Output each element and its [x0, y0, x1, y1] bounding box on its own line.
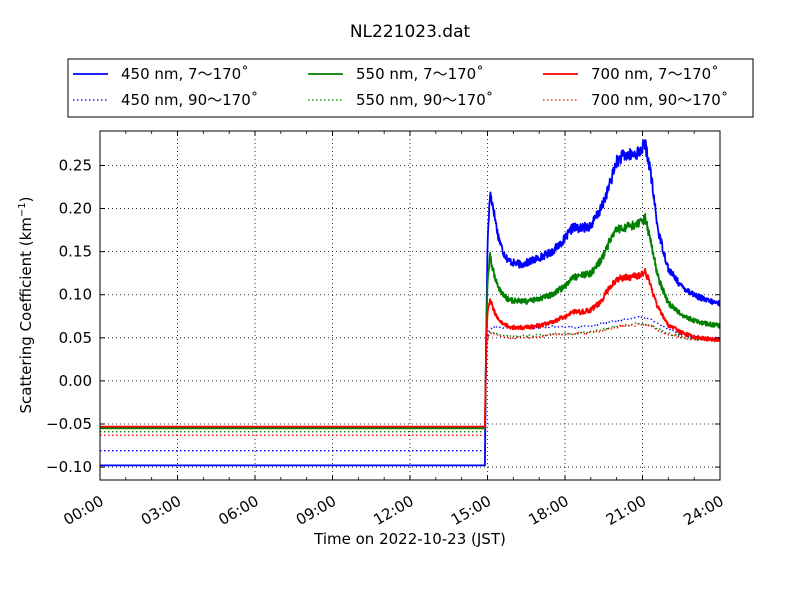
series-line: [100, 321, 720, 433]
x-tick-label: 03:00: [138, 492, 184, 529]
y-tick-label: 0.20: [59, 200, 92, 218]
chart-title: NL221023.dat: [350, 22, 471, 42]
y-tick-label: 0.10: [59, 286, 92, 304]
legend-frame: [67, 58, 754, 118]
chart-legend: 450 nm, 7～170˚ 550 nm, 7～170˚ 700 nm, 7～17…: [67, 58, 754, 118]
x-tick-label: 12:00: [370, 492, 416, 529]
legend-label: 550 nm, 7～170˚: [356, 65, 484, 83]
series-layer: [100, 139, 721, 467]
y-tick-label: 0.15: [59, 243, 92, 261]
y-tick-label: 0.05: [59, 329, 92, 347]
legend-label: 450 nm, 90～170˚: [121, 91, 258, 109]
tick-marks: 00:00 03:00 06:00 09:00 12:00 15:00 18:00 21:00…: [46, 131, 727, 529]
y-axis-label-close: ): [17, 196, 35, 202]
legend-label: 550 nm, 90～170˚: [356, 91, 493, 109]
series-line: [100, 322, 721, 436]
y-axis-label-superscript: −1: [17, 202, 28, 217]
x-tick-label: 21:00: [603, 492, 649, 529]
x-tick-label: 06:00: [215, 492, 261, 529]
series-line: [100, 139, 721, 467]
x-axis-label: Time on 2022-10-23 (JST): [313, 530, 506, 548]
y-tick-label: −0.10: [46, 458, 92, 476]
legend-label: 700 nm, 7～170˚: [591, 65, 719, 83]
y-tick-label: 0.00: [59, 372, 92, 390]
legend-label: 700 nm, 90～170˚: [591, 91, 728, 109]
y-axis-label-main: Scattering Coefficient (km: [17, 217, 35, 413]
y-tick-label: −0.05: [46, 415, 92, 433]
y-axis-label: Scattering Coefficient (km−1): [17, 196, 35, 413]
y-tick-label: 0.25: [59, 156, 92, 174]
series-line: [100, 268, 721, 428]
x-tick-label: 15:00: [448, 492, 494, 529]
x-tick-label: 24:00: [680, 492, 726, 529]
x-tick-label: 00:00: [60, 492, 106, 529]
series-line: [100, 213, 721, 430]
legend-label: 450 nm, 7～170˚: [121, 65, 249, 83]
x-tick-label: 18:00: [525, 492, 571, 529]
x-tick-label: 09:00: [293, 492, 339, 529]
